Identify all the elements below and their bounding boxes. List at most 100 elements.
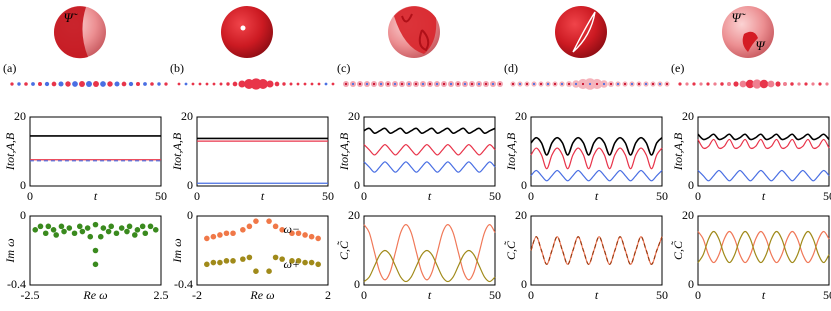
sphere-region [53,6,88,59]
chain-core [379,82,383,86]
scatter-point [92,247,99,254]
chain-site [44,81,50,87]
chain-core [623,82,627,86]
scatter-point [230,230,236,237]
chain-site [296,82,300,86]
scatter-point [105,228,112,235]
chain-site [114,81,120,87]
chain-site [274,81,280,87]
chain-site [143,82,147,86]
chain-core [407,82,411,86]
x-axis-label: Re ω [82,288,107,302]
x-tick-label: 0 [194,189,200,203]
chain-core [498,82,502,86]
chain-site [177,82,181,86]
x-axis-label: t [762,288,766,302]
scatter-point [142,230,149,237]
y-tick-label: 20 [682,208,694,222]
chain-core [588,82,592,86]
y-axis-label: Im ω [170,238,184,263]
plot-frame [196,116,329,187]
scatter-point [152,227,159,233]
scatter-point [204,261,210,268]
y-tick-label: 20 [515,208,527,222]
chain-core [463,82,467,86]
chain-site [24,82,28,86]
panel-label: (a) [3,61,16,75]
scatter-point [71,230,78,237]
series-line [697,133,830,141]
chain-core [595,82,599,86]
chain-site [713,82,717,86]
chain-site [282,82,286,86]
scatter-point [279,227,285,233]
chain-core [644,82,648,86]
chain-core [665,82,669,86]
y-tick-label: 0 [521,178,527,192]
x-axis-label: t [428,189,432,203]
scatter-point [79,228,86,235]
plot-frame [29,116,162,187]
chain-site [100,81,106,87]
chain-site [733,81,739,87]
chain-site [37,81,43,87]
chain-site [121,81,127,87]
x-axis-label: t [94,189,98,203]
scatter-point [45,223,52,230]
plot-frame [697,215,830,286]
x-tick-label: 0 [361,189,367,203]
sphere-body [555,6,607,58]
y-tick-label: 20 [348,208,360,222]
y-tick-label: 20 [14,109,26,123]
chain-core [477,82,481,86]
chain-site [706,82,710,86]
chain-site [157,82,161,86]
y-tick-label: 20 [515,109,527,123]
chain-site [782,81,788,87]
chain-site [324,82,328,86]
chain-site [692,82,696,86]
x-tick-label: 50 [322,189,334,203]
x-tick-label: -2.5 [21,288,40,302]
y-axis-label: Itot,A,B [3,132,17,171]
chain-core [400,82,404,86]
scatter-point [315,261,321,268]
scatter-point [253,218,259,224]
series-line [530,136,663,156]
chain-core [358,82,362,86]
series-line [697,138,830,150]
y-tick-label: 0 [187,178,193,192]
series-line [530,169,663,182]
x-tick-label: 0 [27,189,33,203]
y-axis-label: Itot,A,B [337,132,351,171]
y-tick-label: -0.4 [7,277,26,291]
scatter-point [246,223,253,230]
chain-core [393,82,397,86]
chain-site [93,81,99,87]
chain-core [491,82,495,86]
plot-frame [530,116,663,187]
x-tick-label: 50 [823,189,831,203]
series-line [363,249,496,283]
chain-site [289,82,293,86]
chain-core [449,82,453,86]
scatter-point [113,230,120,237]
chain-site [219,82,223,86]
series-line [530,236,663,265]
x-tick-label: 0 [695,288,701,302]
chain-site [775,81,781,87]
chain-core [630,82,634,86]
scatter-point [139,223,146,230]
chain-site [685,82,689,86]
chain-core [532,82,536,86]
scatter-point [92,221,99,228]
x-axis-label: t [261,189,265,203]
sphere-region [394,6,437,54]
chain-site [191,82,195,86]
scatter-point [37,223,44,230]
chain-site [10,82,14,86]
scatter-point [217,232,223,238]
panel-label: (d) [504,61,518,75]
plot-frame [196,215,329,286]
scatter-point [92,261,99,268]
